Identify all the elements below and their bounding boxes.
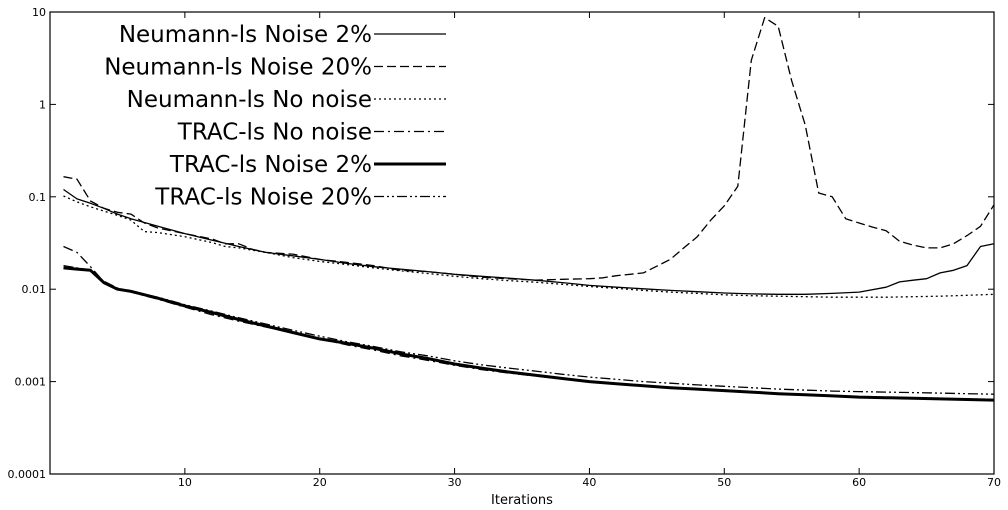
y-tick-label: 10	[32, 6, 46, 19]
legend-label: Neumann-ls Noise 20%	[104, 55, 372, 81]
x-tick-label: 40	[582, 476, 596, 489]
legend-label: Neumann-ls No noise	[127, 87, 372, 113]
y-tick-label: 0.0001	[8, 468, 47, 481]
series-line-neumann-ls-noise-20	[63, 16, 995, 281]
ticks-layer: 10 20 30 40 50 60 70 10 1 0.1 0.01 0.001 0.0001	[8, 6, 1002, 489]
y-tick-label: 0.001	[15, 376, 47, 389]
x-tick-label: 70	[987, 476, 1001, 489]
x-tick-label: 30	[448, 476, 462, 489]
x-tick-label: 50	[717, 476, 731, 489]
y-tick-label: 0.01	[22, 283, 47, 296]
legend: Neumann-ls Noise 2% Neumann-ls Noise 20% N…	[104, 22, 446, 211]
x-tick-label: 10	[178, 476, 192, 489]
legend-label: TRAC-ls Noise 20%	[154, 185, 372, 211]
legend-label: TRAC-ls No noise	[177, 120, 372, 146]
legend-label: TRAC-ls Noise 2%	[169, 152, 372, 178]
legend-label: Neumann-ls Noise 2%	[119, 22, 372, 48]
x-tick-label: 20	[313, 476, 327, 489]
series-layer	[63, 16, 995, 402]
series-line-trac-ls-noise-2	[63, 266, 995, 402]
x-tick-label: 60	[852, 476, 866, 489]
x-axis-title: Iterations	[491, 493, 553, 508]
series-line-neumann-ls-no-noise	[63, 195, 995, 298]
series-line-trac-ls-no-noise	[63, 245, 995, 401]
plot-frame	[49, 11, 995, 475]
y-tick-label: 1	[39, 98, 46, 111]
series-line-trac-ls-noise-20	[63, 264, 995, 395]
y-tick-label: 0.1	[29, 191, 47, 204]
